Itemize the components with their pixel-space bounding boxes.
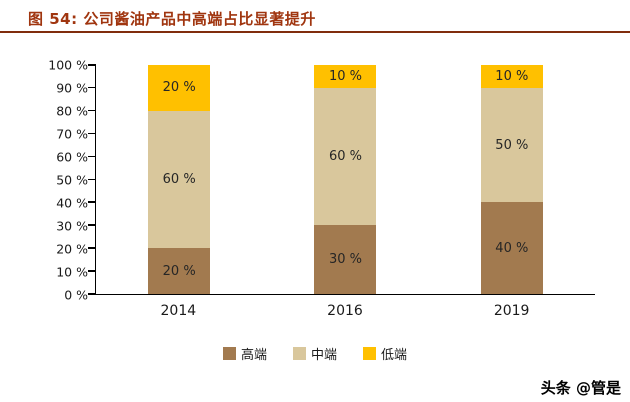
y-tick-label: 0 % — [64, 287, 88, 303]
bar-segment-中端: 60 % — [314, 87, 377, 226]
figure-title: 图 54: 公司酱油产品中高端占比显著提升 — [28, 10, 316, 28]
legend-label: 中端 — [310, 348, 337, 363]
bar-segment-label: 20 % — [162, 263, 196, 279]
bar-segment-低端: 10 % — [480, 65, 543, 88]
title-underline — [0, 31, 630, 33]
bar-2019: 40 % 50 % 10 % — [480, 65, 543, 294]
legend-item-中端: 中端 — [292, 344, 337, 363]
plot-area: 20 % 60 % 20 % 30 % 60 % 10 % 40 % 50 % 10 % — [88, 64, 595, 295]
y-tick-label: 80 % — [56, 103, 88, 119]
x-axis: 2014 2016 2019 — [95, 303, 595, 319]
y-tick-mark — [88, 247, 96, 249]
y-tick-mark — [88, 155, 96, 158]
y-tick-mark — [88, 270, 96, 272]
y-tick-mark — [88, 201, 96, 203]
y-tick-mark — [88, 86, 96, 89]
y-tick-mark — [88, 224, 96, 226]
y-tick-mark — [88, 64, 96, 66]
bar-segment-高端: 40 % — [480, 202, 543, 294]
y-tick-mark — [88, 109, 96, 112]
y-tick-label: 40 % — [56, 195, 88, 211]
bar-segment-label: 60 % — [162, 172, 196, 187]
bar-segment-低端: 20 % — [148, 65, 211, 111]
x-tick-label: 2016 — [327, 303, 363, 319]
y-tick-label: 70 % — [56, 126, 88, 142]
y-tick-label: 90 % — [56, 80, 88, 96]
bar-segment-高端: 30 % — [314, 225, 377, 294]
y-tick-label: 100 % — [48, 57, 88, 73]
legend-label: 低端 — [381, 348, 408, 363]
bar-segment-高端: 20 % — [148, 248, 211, 294]
bar-segment-label: 30 % — [328, 252, 362, 268]
legend-item-低端: 低端 — [363, 344, 407, 363]
legend-item-高端: 高端 — [222, 344, 267, 363]
legend: 高端 中端 低端 — [0, 344, 630, 363]
bar-2016: 30 % 60 % 10 % — [314, 65, 377, 294]
legend-label: 高端 — [240, 348, 267, 363]
bar-segment-label: 20 % — [162, 80, 196, 96]
y-tick-mark — [88, 178, 96, 180]
bar-segment-中端: 60 % — [148, 110, 211, 249]
y-tick-label: 10 % — [56, 264, 88, 280]
bar-segment-label: 10 % — [495, 68, 529, 84]
x-tick-label: 2014 — [160, 303, 197, 319]
bar-segment-低端: 10 % — [314, 65, 377, 88]
x-tick-label: 2019 — [493, 303, 530, 319]
legend-swatch — [292, 347, 306, 360]
bar-segment-label: 60 % — [328, 149, 362, 165]
bar-segment-中端: 50 % — [480, 87, 543, 203]
bar-segment-label: 40 % — [495, 240, 529, 256]
y-tick-label: 30 % — [56, 218, 88, 234]
bar-segment-label: 10 % — [328, 68, 362, 84]
y-tick-label: 50 % — [56, 172, 88, 188]
legend-swatch — [363, 347, 376, 360]
y-tick-label: 20 % — [56, 241, 88, 257]
y-axis: 0 % 10 % 20 % 30 % 40 % 50 % 60 % 70 % 80 % 90 % 1… — [0, 58, 88, 303]
y-tick-mark — [88, 293, 96, 295]
bars: 20 % 60 % 20 % 30 % 60 % 10 % 40 % 50 % 10 % — [96, 65, 595, 294]
y-tick-mark — [88, 132, 96, 135]
watermark: 头条 @管是 — [540, 379, 621, 397]
bar-2014: 20 % 60 % 20 % — [148, 65, 211, 294]
bar-segment-label: 50 % — [495, 137, 529, 153]
y-tick-label: 60 % — [56, 149, 88, 165]
legend-swatch — [222, 347, 236, 360]
